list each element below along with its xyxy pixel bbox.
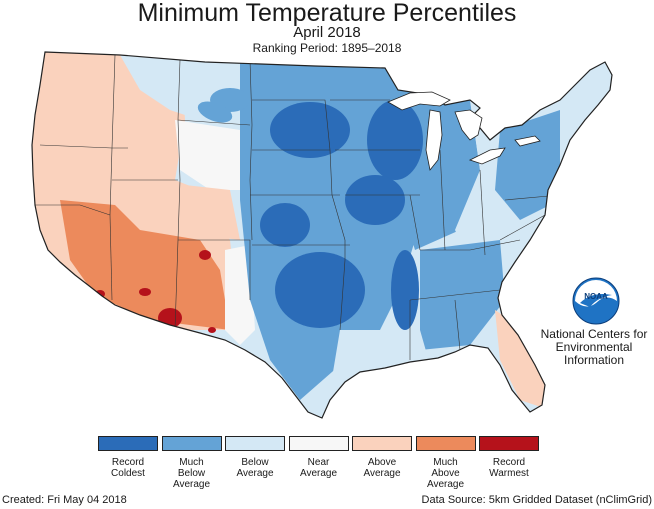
lake-michigan: [425, 109, 443, 171]
record-cold-dakotas: [270, 102, 350, 158]
region-southeast-much-below: [420, 240, 505, 350]
legend-item: Near Average: [287, 436, 351, 479]
map-legend: Record Coldest Much Below Average Below Averag…: [96, 436, 539, 492]
legend-label-line: Average: [299, 468, 338, 479]
state-border: [249, 59, 253, 241]
region-colorado-above: [185, 185, 240, 240]
record-cold-kansas: [260, 203, 310, 247]
state-border: [174, 59, 181, 331]
legend-label: Near Average: [287, 457, 351, 479]
region-wyoming-near: [175, 120, 250, 190]
state-border: [109, 214, 113, 301]
record-warm-nm: [199, 250, 211, 260]
legend-swatch: [415, 436, 476, 451]
legend-label: Much Below Average: [160, 457, 224, 490]
legend-label-line: Coldest: [111, 468, 145, 479]
legend-item: Below Average: [223, 436, 287, 479]
legend-swatch: [98, 436, 158, 451]
state-border: [454, 299, 461, 351]
legend-swatch: [225, 436, 285, 451]
legend-item: Much Below Average: [160, 436, 224, 490]
legend-item: Above Average: [350, 436, 414, 479]
legend-label: Record Coldest: [96, 457, 160, 479]
record-warm-arizona-2: [139, 288, 151, 296]
state-border: [479, 169, 486, 256]
legend-label-line: Much: [179, 457, 204, 468]
legend-label-line: Much: [433, 457, 458, 468]
legend-label: Above Average: [350, 457, 414, 479]
region-gulf-below: [330, 330, 430, 390]
region-appalachia-much-below: [495, 110, 560, 220]
state-border: [178, 239, 251, 300]
logo-text: NOAA: [584, 292, 608, 301]
region-florida-above: [495, 310, 550, 410]
legend-swatch: [161, 436, 222, 451]
state-border: [35, 204, 111, 216]
lake-huron: [454, 109, 483, 141]
legend-label: Record Warmest: [477, 457, 541, 479]
agency-line-3: Information: [563, 353, 625, 367]
us-outline: [31, 51, 613, 419]
much-below-montana-2: [197, 101, 233, 123]
legend-label-line: Warmest: [489, 468, 529, 479]
state-border: [177, 119, 251, 126]
lake-erie: [468, 147, 506, 165]
legend-item: Record Warmest: [477, 436, 541, 479]
legend-label-line: Below: [241, 457, 269, 468]
state-border: [499, 214, 546, 241]
map-title: Minimum Temperature Percentiles: [137, 0, 517, 27]
ranking-period: Ranking Period: 1895–2018: [252, 41, 402, 55]
lake-ontario: [514, 135, 541, 147]
state-border: [409, 194, 421, 251]
legend-label-line: Average: [426, 479, 465, 490]
state-border: [469, 239, 521, 251]
logo-bird: [580, 294, 612, 307]
legend-label-line: Average: [172, 479, 211, 490]
record-cold-minnesota-wisconsin: [367, 100, 423, 180]
record-cold-oklahoma-texas: [275, 252, 365, 328]
legend-label: Below Average: [223, 457, 287, 479]
legend-label-line: Above: [367, 457, 397, 468]
record-cold-arkansas: [391, 250, 419, 330]
agency-line-2: Environmental: [555, 340, 633, 354]
record-cold-iowa: [345, 175, 405, 225]
legend-swatch: [352, 436, 412, 451]
lake-superior: [387, 91, 451, 111]
legend-label: Much Above Average: [414, 457, 478, 490]
state-border: [439, 149, 446, 251]
legend-swatch: [288, 436, 349, 451]
agency-name: National Centers for Environmental Infor…: [536, 328, 652, 367]
map-subtitle: April 2018: [293, 24, 361, 41]
noaa-logo-icon: NOAA: [572, 277, 620, 325]
legend-item: Much Above Average: [414, 436, 478, 490]
legend-label-line: Above: [431, 468, 460, 479]
legend-label-line: Average: [236, 468, 274, 479]
legend-label-line: Below: [177, 468, 206, 479]
data-source: Data Source: 5km Gridded Dataset (nClimG…: [421, 494, 652, 506]
state-border: [409, 289, 501, 301]
legend-swatch: [479, 436, 539, 451]
legend-label-line: Record: [111, 457, 145, 468]
record-warm-nm-2: [208, 327, 216, 333]
legend-item: Record Coldest: [96, 436, 160, 479]
legend-label-line: Record: [492, 457, 526, 468]
legend-label-line: Average: [363, 468, 401, 479]
created-date: Created: Fri May 04 2018: [2, 494, 127, 506]
above-washington: [45, 53, 65, 77]
state-border: [109, 147, 113, 216]
agency-line-1: National Centers for: [540, 327, 648, 341]
legend-label-line: Near: [307, 457, 330, 468]
state-border: [39, 144, 113, 149]
